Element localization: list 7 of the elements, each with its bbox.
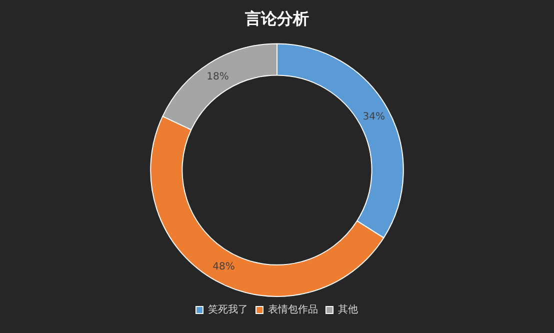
data-label: 18% [206,71,229,82]
legend-label: 表情包作品 [268,304,318,316]
legend-label: 其他 [338,304,358,316]
chart-title: 言论分析 [244,8,309,28]
legend-label: 笑死我了 [208,304,248,316]
data-label: 48% [212,262,235,273]
data-label: 34% [362,111,386,122]
